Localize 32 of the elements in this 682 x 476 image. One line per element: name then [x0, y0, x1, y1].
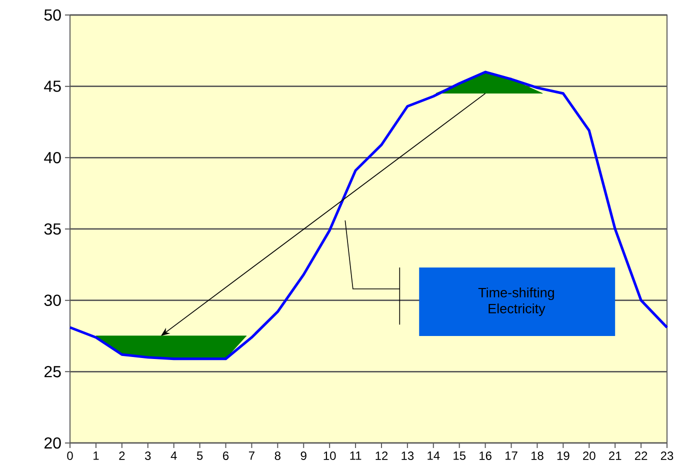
x-tick-label: 9 — [300, 452, 306, 460]
x-tick-label: 21 — [609, 452, 622, 460]
annotation: Time-shifting Electricity — [478, 287, 554, 316]
x-tick-label: 5 — [196, 452, 203, 460]
y-tick-label: 25 — [44, 366, 61, 378]
x-tick-label: 2 — [119, 452, 125, 460]
y-tick-label: 50 — [44, 9, 61, 21]
x-tick-label: 20 — [583, 452, 596, 460]
y-tick-label: 20 — [44, 437, 61, 449]
x-tick-label: 3 — [144, 452, 151, 460]
x-tick-label: 22 — [634, 452, 648, 460]
x-tick-label: 18 — [531, 452, 544, 460]
x-tick-label: 0 — [67, 452, 73, 460]
x-tick-label: 4 — [170, 452, 177, 460]
y-tick-label: 45 — [44, 80, 61, 92]
y-tick-label: 40 — [44, 152, 61, 164]
x-tick-label: 12 — [376, 452, 388, 460]
x-tick-label: 10 — [324, 452, 336, 460]
x-tick-label: 15 — [454, 452, 466, 460]
x-tick-label: 23 — [660, 452, 674, 460]
y-tick-label: 35 — [44, 223, 61, 235]
x-tick-label: 6 — [223, 452, 229, 460]
x-tick-label: 11 — [350, 452, 362, 460]
x-tick-label: 1 — [94, 452, 99, 460]
x-tick-label: 16 — [480, 452, 492, 460]
y-tick-label: 30 — [44, 294, 61, 306]
x-tick-label: 13 — [402, 452, 414, 460]
x-tick-label: 8 — [274, 452, 280, 460]
x-tick-label: 14 — [428, 452, 440, 460]
x-tick-label: 17 — [506, 452, 518, 460]
x-tick-label: 7 — [248, 452, 254, 460]
x-tick-label: 19 — [557, 452, 570, 460]
